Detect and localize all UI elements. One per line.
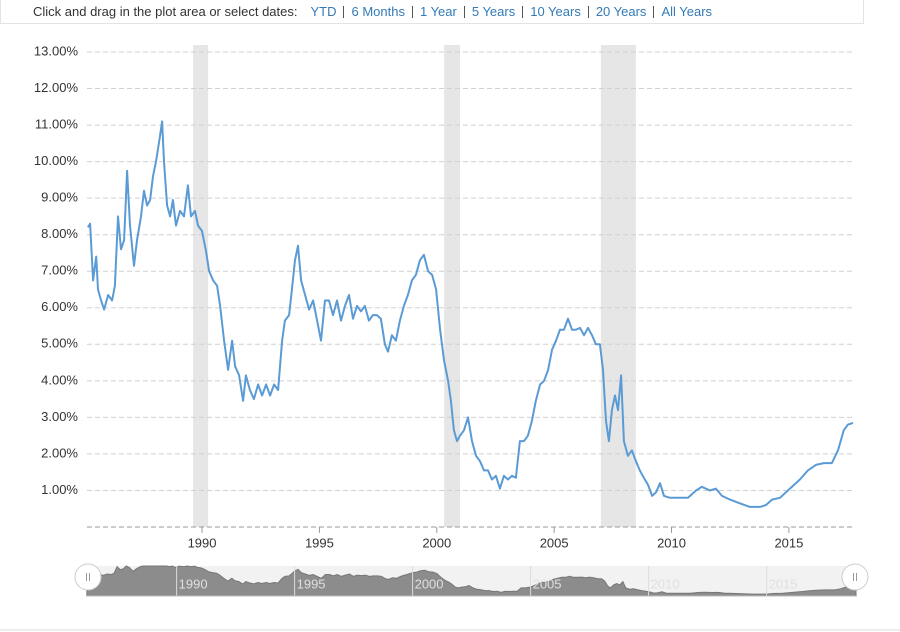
y-tick-label: 4.00% [41, 372, 78, 387]
y-tick-label: 9.00% [41, 190, 78, 205]
range-selector: Click and drag in the plot area or selec… [0, 0, 864, 24]
y-tick-label: 6.00% [41, 299, 78, 314]
y-tick-label: 1.00% [41, 482, 78, 497]
navigator-label: 2015 [769, 576, 798, 591]
navigator-label: 1995 [297, 576, 326, 591]
range-label: Click and drag in the plot area or selec… [33, 4, 298, 19]
separator [522, 5, 524, 18]
navigator-label: 2005 [533, 576, 562, 591]
recession-band [193, 45, 209, 527]
x-tick-label: 2015 [774, 535, 803, 550]
y-tick-label: 11.00% [35, 117, 79, 132]
separator [463, 5, 465, 18]
range-button[interactable]: 1 Year [419, 4, 457, 19]
y-tick-label: 10.00% [34, 153, 79, 168]
range-button[interactable]: 6 Months [351, 4, 405, 19]
data-line [87, 120, 854, 508]
recession-band [444, 45, 461, 527]
x-tick-label: 1995 [305, 535, 334, 550]
y-tick-label: 13.00% [34, 43, 79, 58]
y-tick-label: 2.00% [41, 445, 78, 460]
recession-band [600, 45, 636, 527]
range-button[interactable]: 10 Years [530, 4, 581, 19]
range-button[interactable]: YTD [310, 4, 337, 19]
y-tick-label: 5.00% [41, 336, 78, 351]
x-tick-label: 2000 [422, 535, 451, 550]
navigator-label: 2000 [415, 576, 444, 591]
x-tick-label: 2005 [540, 535, 569, 550]
range-button[interactable]: 5 Years [471, 4, 516, 19]
y-tick-label: 7.00% [41, 263, 78, 278]
range-button[interactable]: 20 Years [595, 4, 647, 19]
range-button[interactable]: All Years [661, 4, 713, 19]
navigator-handle[interactable] [841, 563, 869, 591]
navigator-label: 2010 [651, 576, 680, 591]
y-tick-label: 12.00% [34, 80, 79, 95]
separator [343, 5, 345, 18]
separator [411, 5, 413, 18]
separator [653, 5, 655, 18]
navigator-area [86, 565, 857, 597]
navigator-handle[interactable] [74, 563, 102, 591]
y-tick-label: 8.00% [41, 226, 78, 241]
navigator-label: 1990 [179, 576, 208, 591]
separator [587, 5, 589, 18]
y-tick-label: 3.00% [41, 409, 78, 424]
x-tick-label: 1990 [188, 535, 217, 550]
x-tick-label: 2010 [657, 535, 686, 550]
